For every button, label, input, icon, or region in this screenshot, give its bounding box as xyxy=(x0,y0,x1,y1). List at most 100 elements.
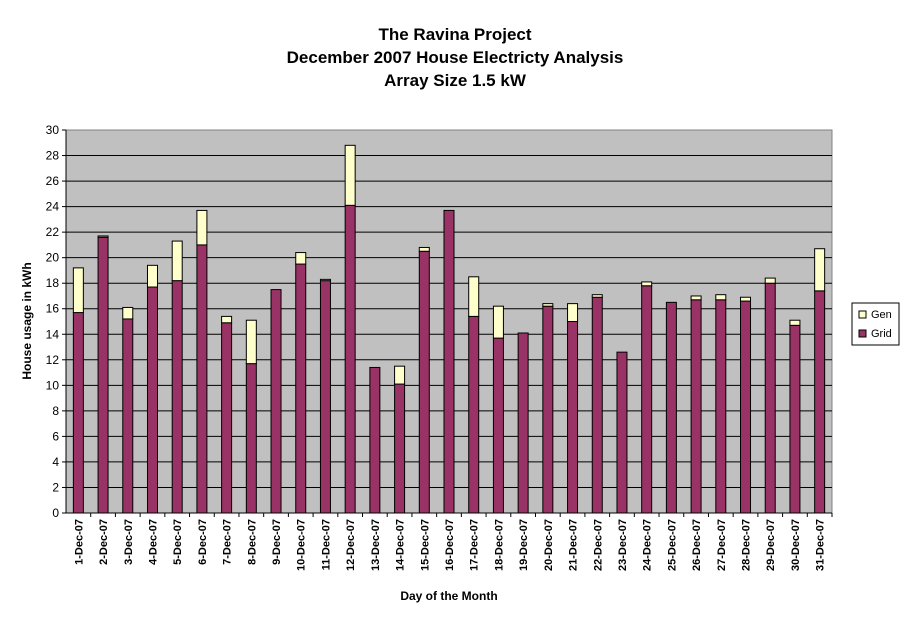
x-tick-label: 16-Dec-07 xyxy=(444,519,456,571)
bar-gen xyxy=(814,248,826,292)
chart-title-line-2: December 2007 House Electricty Analysis xyxy=(287,48,624,67)
bar-gen xyxy=(690,295,702,301)
bar-grid xyxy=(221,322,233,514)
bar-grid xyxy=(319,280,331,514)
x-tick-label: 25-Dec-07 xyxy=(666,519,678,571)
x-axis-label: Day of the Month xyxy=(400,589,497,603)
bar-grid xyxy=(295,263,307,514)
bar-gen xyxy=(715,294,727,301)
y-tick-label: 28 xyxy=(46,149,60,163)
bar-grid xyxy=(690,299,702,514)
x-tick-label: 9-Dec-07 xyxy=(271,519,283,565)
bar-grid xyxy=(72,312,84,514)
y-tick-label: 22 xyxy=(46,225,60,239)
x-tick-label: 14-Dec-07 xyxy=(395,519,407,571)
bar-gen xyxy=(542,303,554,307)
x-tick-label: 6-Dec-07 xyxy=(197,519,209,565)
x-tick-label: 30-Dec-07 xyxy=(790,519,802,571)
bar-grid xyxy=(270,289,282,514)
bar-grid xyxy=(764,282,776,514)
y-tick-label: 12 xyxy=(46,353,60,367)
x-tick-label: 21-Dec-07 xyxy=(568,519,580,571)
x-tick-label: 31-Dec-07 xyxy=(815,519,827,571)
chart-title-line-1: The Ravina Project xyxy=(378,25,531,44)
bar-grid xyxy=(369,366,381,514)
bar-gen xyxy=(221,315,233,324)
x-tick-label: 19-Dec-07 xyxy=(518,519,530,571)
bar-grid xyxy=(344,204,356,514)
legend-label-grid: Grid xyxy=(871,328,892,340)
y-tick-label: 16 xyxy=(46,302,60,316)
y-tick-label: 20 xyxy=(46,251,60,265)
chart-title-line-3: Array Size 1.5 kW xyxy=(384,71,527,90)
y-tick-label: 0 xyxy=(52,506,59,520)
bar-grid xyxy=(814,290,826,514)
x-tick-label: 11-Dec-07 xyxy=(320,519,332,570)
x-tick-label: 22-Dec-07 xyxy=(592,519,604,571)
bar-grid xyxy=(665,301,677,514)
bar-grid xyxy=(789,324,801,514)
bar-gen xyxy=(764,277,776,284)
bar-grid xyxy=(492,337,504,514)
legend: Gen Grid xyxy=(851,302,900,346)
x-tick-label: 29-Dec-07 xyxy=(765,519,777,571)
bar-gen xyxy=(146,264,158,288)
y-tick-label: 18 xyxy=(46,276,60,290)
x-tick-label: 23-Dec-07 xyxy=(617,519,629,571)
bar-grid xyxy=(394,383,406,514)
bar-gen xyxy=(468,276,480,317)
y-tick-label: 4 xyxy=(52,455,59,469)
y-tick-label: 26 xyxy=(46,174,60,188)
bar-gen xyxy=(122,306,134,320)
bar-grid xyxy=(245,363,257,514)
legend-label-gen: Gen xyxy=(871,309,892,321)
x-tick-label: 2-Dec-07 xyxy=(98,519,110,565)
x-tick-label: 12-Dec-07 xyxy=(345,519,357,571)
bar-gen xyxy=(97,235,109,238)
x-tick-label: 28-Dec-07 xyxy=(741,519,753,571)
y-axis-label: House usage in kWh xyxy=(20,262,34,379)
bar-gen xyxy=(567,303,579,323)
bar-grid xyxy=(567,321,579,514)
bar-grid xyxy=(97,236,109,514)
x-tick-label: 26-Dec-07 xyxy=(691,519,703,571)
bar-grid xyxy=(591,296,603,514)
bar-grid xyxy=(418,250,430,514)
y-tick-label: 14 xyxy=(46,327,60,341)
bar-grid xyxy=(517,332,529,514)
bar-grid xyxy=(641,285,653,514)
y-tick-label: 8 xyxy=(52,404,59,418)
bar-gen xyxy=(344,144,356,206)
x-tick-label: 13-Dec-07 xyxy=(370,519,382,571)
x-tick-label: 10-Dec-07 xyxy=(296,519,308,571)
bar-gen xyxy=(319,278,331,282)
bar-gen xyxy=(72,267,84,314)
bar-gen xyxy=(591,294,603,298)
x-tick-label: 24-Dec-07 xyxy=(642,519,654,571)
legend-swatch-gen xyxy=(858,310,867,319)
bar-grid xyxy=(468,315,480,514)
y-tick-label: 6 xyxy=(52,429,59,443)
bar-grid xyxy=(122,318,134,514)
x-tick-label: 17-Dec-07 xyxy=(469,519,481,571)
bar-grid xyxy=(616,351,628,514)
bar-gen xyxy=(245,319,257,365)
bar-gen xyxy=(492,305,504,339)
x-tick-label: 4-Dec-07 xyxy=(147,519,159,565)
bar-grid xyxy=(740,300,752,514)
legend-box xyxy=(851,302,900,346)
legend-swatch-grid xyxy=(858,329,867,338)
bar-gen xyxy=(418,246,430,252)
x-tick-label: 18-Dec-07 xyxy=(493,519,505,571)
bar-gen xyxy=(740,296,752,302)
x-tick-label: 3-Dec-07 xyxy=(123,519,135,565)
bar-grid xyxy=(171,280,183,514)
bar-gen xyxy=(789,319,801,326)
bar-grid xyxy=(443,209,455,514)
y-tick-label: 24 xyxy=(46,200,60,214)
bar-grid xyxy=(715,299,727,514)
bar-gen xyxy=(394,365,406,385)
